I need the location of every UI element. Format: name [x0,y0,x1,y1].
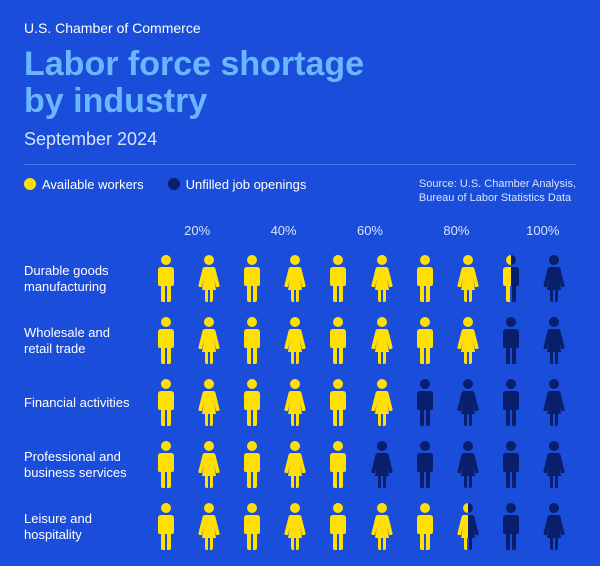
person-icon [403,248,446,310]
person-icon [360,496,403,558]
person-icon [533,248,576,310]
person-icon [230,496,273,558]
chart-subtitle: September 2024 [24,129,576,150]
chart-title: Labor force shortage by industry [24,46,576,121]
person-icon [144,434,187,496]
person-icon [230,434,273,496]
row-label: Professional and business services [24,449,144,482]
legend-label-available: Available workers [42,177,144,192]
person-icon [144,310,187,372]
person-icon [490,496,533,558]
person-icon [403,372,446,434]
person-icon [187,248,230,310]
legend-dot-unfilled [168,178,180,190]
title-line-2: by industry [24,82,207,120]
person-icon [317,248,360,310]
person-icon [144,372,187,434]
title-line-1: Labor force shortage [24,45,364,83]
person-icon [274,248,317,310]
person-icon [187,434,230,496]
person-icon [533,372,576,434]
person-icon [490,372,533,434]
person-icon [317,496,360,558]
person-icon [360,310,403,372]
row-label: Wholesale and retail trade [24,325,144,358]
person-icon [274,310,317,372]
person-icon [446,310,489,372]
person-icon [446,434,489,496]
person-icon [187,310,230,372]
pictogram-chart: 20% 40% 60% 80% 100% Durable goods manuf… [24,223,576,558]
row-label: Leisure and hospitality [24,511,144,544]
person-icon [187,496,230,558]
person-icon [230,372,273,434]
person-icon [360,434,403,496]
person-icon [403,496,446,558]
org-name: U.S. Chamber of Commerce [24,20,576,36]
axis-tick: 40% [230,223,316,248]
person-icon [490,310,533,372]
person-icon [144,248,187,310]
person-icon [446,248,489,310]
legend-item-unfilled: Unfilled job openings [168,177,307,192]
person-icon [360,248,403,310]
person-icon [274,434,317,496]
source-line-2: Bureau of Labor Statistics Data [419,192,571,204]
row-label: Financial activities [24,395,144,411]
axis-tick: 100% [490,223,576,248]
person-icon [230,248,273,310]
axis-tick: 20% [144,223,230,248]
person-icon [490,248,533,310]
person-icon [533,434,576,496]
legend-label-unfilled: Unfilled job openings [186,177,307,192]
person-icon [533,310,576,372]
person-icon [144,496,187,558]
person-icon [403,434,446,496]
person-icon [490,434,533,496]
person-icon [230,310,273,372]
person-icon [274,496,317,558]
person-icon [274,372,317,434]
legend-row: Available workers Unfilled job openings … [24,177,576,206]
person-icon [446,372,489,434]
person-icon [187,372,230,434]
source-line-1: Source: U.S. Chamber Analysis, [419,178,576,190]
person-icon [403,310,446,372]
person-icon [533,496,576,558]
axis-tick: 80% [403,223,489,248]
person-icon [317,372,360,434]
row-label: Durable goods manufacturing [24,263,144,296]
person-icon [446,496,489,558]
person-icon [317,434,360,496]
person-icon [360,372,403,434]
axis-tick: 60% [317,223,403,248]
divider [24,164,576,165]
legend: Available workers Unfilled job openings [24,177,306,192]
legend-item-available: Available workers [24,177,144,192]
source-citation: Source: U.S. Chamber Analysis, Bureau of… [419,177,576,206]
person-icon [317,310,360,372]
legend-dot-available [24,178,36,190]
